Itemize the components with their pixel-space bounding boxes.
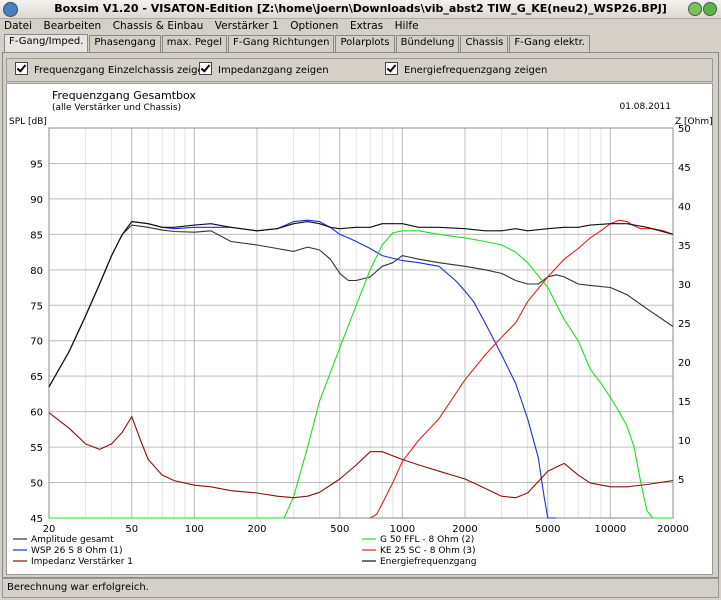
- y-axis-label: SPL [dB]: [9, 117, 47, 127]
- series-line-3: [49, 230, 673, 519]
- legend-label: G 50 FFL - 8 Ohm (2): [380, 535, 474, 545]
- x-tick-label: 20000: [657, 524, 689, 535]
- chart-title: Frequenzgang Gesamtbox: [52, 89, 196, 102]
- x-tick-label: 20: [43, 524, 56, 535]
- x-tick-label: 500: [330, 524, 349, 535]
- menu-extras[interactable]: Extras: [349, 20, 384, 32]
- x-tick-label: 10000: [594, 524, 626, 535]
- legend-label: WSP 26 S 8 Ohm (1): [31, 546, 123, 556]
- y-tick-label: 85: [30, 230, 43, 241]
- legend-label: Impedanz Verstärker 1: [31, 557, 133, 567]
- tab-phasengang[interactable]: Phasengang: [89, 35, 161, 52]
- show-energy-checkbox[interactable]: Energiefrequenzgang zeigen: [385, 62, 547, 76]
- show-impedance-checkbox[interactable]: Impedanzgang zeigen: [199, 62, 329, 76]
- tab-fgang-richtungen[interactable]: F-Gang Richtungen: [227, 35, 335, 52]
- series-line-1: [48, 224, 674, 388]
- y2-tick-label: 10: [678, 436, 691, 447]
- legend-label: Energiefrequenzgang: [380, 557, 476, 567]
- y-tick-label: 80: [30, 266, 43, 277]
- y-tick-label: 50: [30, 479, 43, 490]
- chart-area: 45 50 55 60 65 70 75 80 85 90 95 5 10 15 20 25 30 35 40 45 5…: [6, 83, 713, 575]
- x-tick-label: 1000: [390, 524, 415, 535]
- y2-tick-label: 30: [678, 280, 691, 291]
- x-tick-label: 50: [125, 524, 138, 535]
- series-line-4: [369, 219, 674, 519]
- x-tick-label: 100: [185, 524, 204, 535]
- tab-strip: F-Gang/Imped. Phasengang max. Pegel F-Gang …: [4, 34, 591, 52]
- y-tick-label: 70: [30, 337, 43, 348]
- tab-max-pegel[interactable]: max. Pegel: [161, 35, 227, 52]
- menu-optionen[interactable]: Optionen: [290, 20, 339, 32]
- series-line-5: [48, 412, 674, 499]
- legend-label: KE 25 SC - 8 Ohm (3): [380, 546, 475, 556]
- y2-axis-label: Z [Ohm]: [675, 117, 712, 127]
- chart-date: 01.08.2011: [619, 102, 671, 112]
- y2-tick-label: 5: [678, 475, 684, 486]
- x-tick-label: 5000: [535, 524, 560, 535]
- tab-polarplots[interactable]: Polarplots: [335, 35, 395, 52]
- menu-verstaerker[interactable]: Verstärker 1: [214, 20, 279, 32]
- menu-chassis[interactable]: Chassis & Einbau: [112, 20, 204, 32]
- app-icon: [3, 2, 18, 17]
- legend-label: Amplitude gesamt: [31, 535, 114, 545]
- series-line-6: [48, 221, 674, 388]
- tab-fgang-elektr[interactable]: F-Gang elektr.: [509, 35, 590, 52]
- x-tick-label: 200: [247, 524, 266, 535]
- y-tick-label: 95: [30, 159, 43, 170]
- chart-subtitle: (alle Verstärker und Chassis): [52, 103, 181, 113]
- tab-chassis[interactable]: Chassis: [460, 35, 509, 52]
- y2-tick-label: 35: [678, 241, 691, 252]
- y2-tick-label: 15: [678, 397, 691, 408]
- window-title: Boxsim V1.20 - VISATON-Edition [Z:\home\…: [54, 2, 667, 15]
- y2-tick-label: 25: [678, 319, 691, 330]
- menu-hilfe[interactable]: Hilfe: [394, 20, 419, 32]
- plot-frame: [48, 127, 674, 519]
- minimize-button[interactable]: [688, 2, 702, 16]
- show-impedance-label: Impedanzgang zeigen: [218, 65, 329, 76]
- checkbox-checked-icon[interactable]: [385, 62, 398, 75]
- menu-datei[interactable]: Datei: [4, 20, 33, 32]
- y-tick-label: 60: [30, 408, 43, 419]
- y-tick-label: 45: [30, 514, 43, 525]
- menu-bar: Datei Bearbeiten Chassis & Einbau Verstä…: [0, 18, 721, 34]
- show-energy-label: Energiefrequenzgang zeigen: [404, 65, 548, 76]
- x-tick-label: 2000: [452, 524, 477, 535]
- checkbox-checked-icon[interactable]: [15, 62, 28, 75]
- tab-fgang-imped[interactable]: F-Gang/Imped.: [4, 34, 89, 52]
- y2-tick-label: 45: [678, 163, 691, 174]
- tab-buendelung[interactable]: Bündelung: [395, 35, 460, 52]
- frequency-response-chart: 45 50 55 60 65 70 75 80 85 90 95 5 10 15 20 25 30 35 40 45 5…: [9, 89, 712, 567]
- y2-tick-label: 40: [678, 202, 691, 213]
- y2-tick-label: 50: [678, 124, 691, 135]
- status-bar: Berechnung war erfolgreich.: [2, 578, 719, 598]
- options-bar: Frequenzgang Einzelchassis zeigen Impeda…: [6, 58, 713, 82]
- checkbox-checked-icon[interactable]: [199, 62, 212, 75]
- y-tick-label: 55: [30, 443, 43, 454]
- series-line-2: [48, 219, 557, 519]
- show-single-checkbox[interactable]: Frequenzgang Einzelchassis zeigen: [15, 62, 210, 76]
- menu-bearbeiten[interactable]: Bearbeiten: [43, 20, 102, 32]
- y2-tick-label: 20: [678, 358, 691, 369]
- close-button[interactable]: [703, 2, 717, 16]
- y-tick-label: 90: [30, 195, 43, 206]
- title-bar: Boxsim V1.20 - VISATON-Edition [Z:\home\…: [0, 0, 721, 19]
- y-tick-label: 75: [30, 301, 43, 312]
- show-single-label: Frequenzgang Einzelchassis zeigen: [34, 65, 211, 76]
- status-text: Berechnung war erfolgreich.: [7, 582, 149, 593]
- y-tick-label: 65: [30, 372, 43, 383]
